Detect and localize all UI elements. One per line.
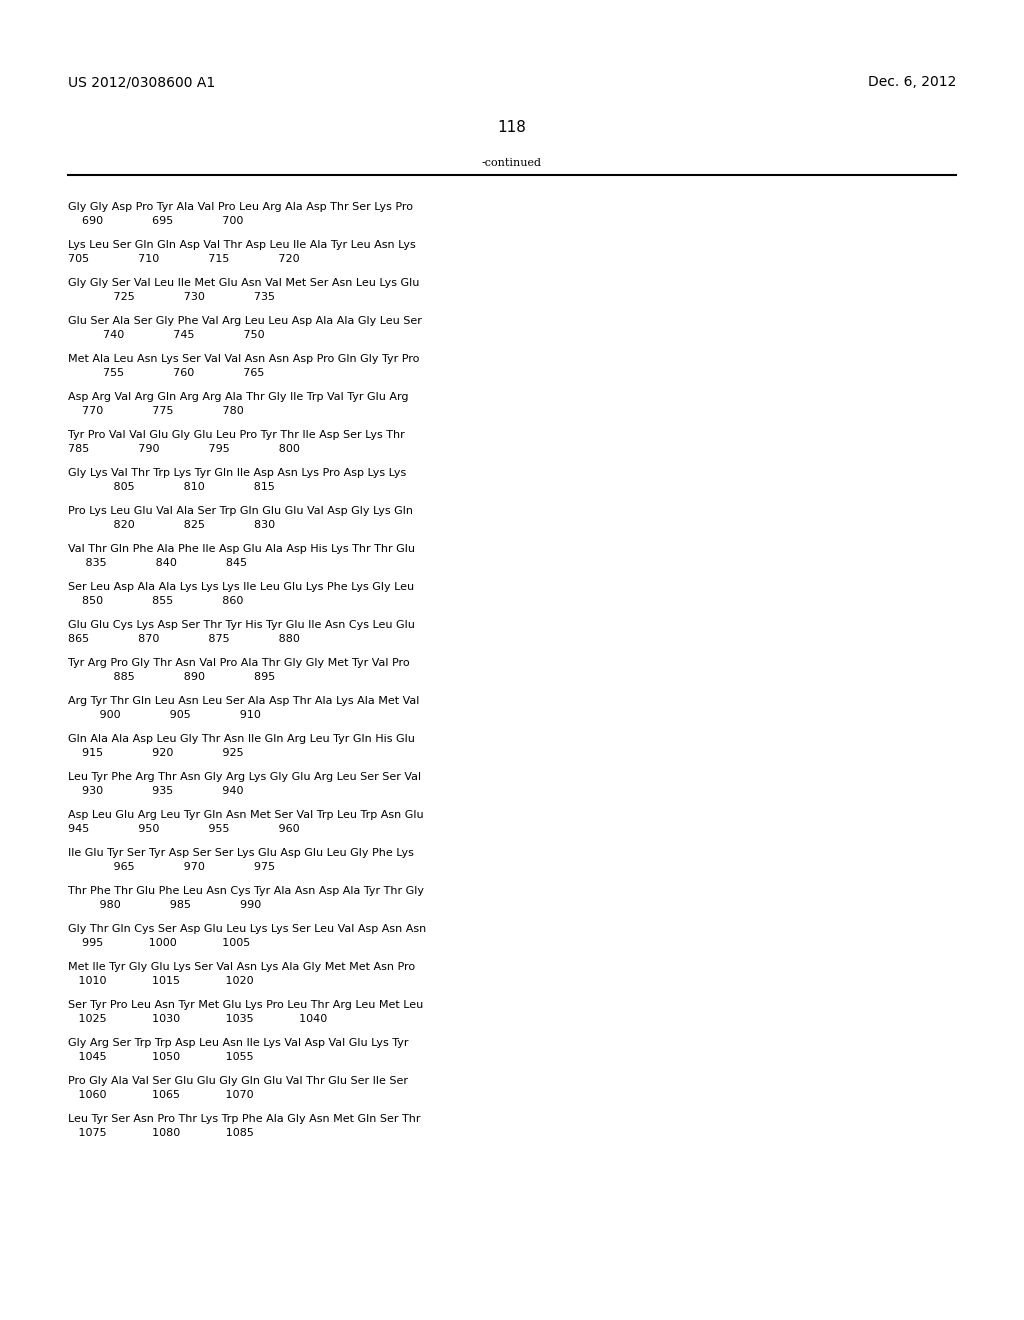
- Text: 118: 118: [498, 120, 526, 135]
- Text: 1060             1065             1070: 1060 1065 1070: [68, 1090, 254, 1100]
- Text: 885              890              895: 885 890 895: [68, 672, 275, 682]
- Text: Gly Gly Asp Pro Tyr Ala Val Pro Leu Arg Ala Asp Thr Ser Lys Pro: Gly Gly Asp Pro Tyr Ala Val Pro Leu Arg …: [68, 202, 413, 213]
- Text: Thr Phe Thr Glu Phe Leu Asn Cys Tyr Ala Asn Asp Ala Tyr Thr Gly: Thr Phe Thr Glu Phe Leu Asn Cys Tyr Ala …: [68, 886, 424, 896]
- Text: Pro Lys Leu Glu Val Ala Ser Trp Gln Glu Glu Val Asp Gly Lys Gln: Pro Lys Leu Glu Val Ala Ser Trp Gln Glu …: [68, 506, 413, 516]
- Text: Glu Ser Ala Ser Gly Phe Val Arg Leu Leu Asp Ala Ala Gly Leu Ser: Glu Ser Ala Ser Gly Phe Val Arg Leu Leu …: [68, 315, 422, 326]
- Text: 945              950              955              960: 945 950 955 960: [68, 824, 300, 834]
- Text: 690              695              700: 690 695 700: [68, 216, 244, 226]
- Text: Leu Tyr Ser Asn Pro Thr Lys Trp Phe Ala Gly Asn Met Gln Ser Thr: Leu Tyr Ser Asn Pro Thr Lys Trp Phe Ala …: [68, 1114, 421, 1125]
- Text: US 2012/0308600 A1: US 2012/0308600 A1: [68, 75, 215, 88]
- Text: 850              855              860: 850 855 860: [68, 597, 244, 606]
- Text: Met Ile Tyr Gly Glu Lys Ser Val Asn Lys Ala Gly Met Met Asn Pro: Met Ile Tyr Gly Glu Lys Ser Val Asn Lys …: [68, 962, 415, 972]
- Text: 995             1000             1005: 995 1000 1005: [68, 939, 250, 948]
- Text: 865              870              875              880: 865 870 875 880: [68, 634, 300, 644]
- Text: Glu Glu Cys Lys Asp Ser Thr Tyr His Tyr Glu Ile Asn Cys Leu Glu: Glu Glu Cys Lys Asp Ser Thr Tyr His Tyr …: [68, 620, 415, 630]
- Text: 705              710              715              720: 705 710 715 720: [68, 253, 300, 264]
- Text: Asp Leu Glu Arg Leu Tyr Gln Asn Met Ser Val Trp Leu Trp Asn Glu: Asp Leu Glu Arg Leu Tyr Gln Asn Met Ser …: [68, 810, 424, 820]
- Text: Leu Tyr Phe Arg Thr Asn Gly Arg Lys Gly Glu Arg Leu Ser Ser Val: Leu Tyr Phe Arg Thr Asn Gly Arg Lys Gly …: [68, 772, 421, 781]
- Text: 1045             1050             1055: 1045 1050 1055: [68, 1052, 254, 1063]
- Text: 740              745              750: 740 745 750: [68, 330, 264, 341]
- Text: 755              760              765: 755 760 765: [68, 368, 264, 378]
- Text: Ser Tyr Pro Leu Asn Tyr Met Glu Lys Pro Leu Thr Arg Leu Met Leu: Ser Tyr Pro Leu Asn Tyr Met Glu Lys Pro …: [68, 1001, 423, 1010]
- Text: Gly Gly Ser Val Leu Ile Met Glu Asn Val Met Ser Asn Leu Lys Glu: Gly Gly Ser Val Leu Ile Met Glu Asn Val …: [68, 279, 420, 288]
- Text: -continued: -continued: [482, 158, 542, 168]
- Text: Val Thr Gln Phe Ala Phe Ile Asp Glu Ala Asp His Lys Thr Thr Glu: Val Thr Gln Phe Ala Phe Ile Asp Glu Ala …: [68, 544, 415, 554]
- Text: Tyr Pro Val Val Glu Gly Glu Leu Pro Tyr Thr Ile Asp Ser Lys Thr: Tyr Pro Val Val Glu Gly Glu Leu Pro Tyr …: [68, 430, 404, 440]
- Text: 725              730              735: 725 730 735: [68, 292, 275, 302]
- Text: 820              825              830: 820 825 830: [68, 520, 275, 531]
- Text: Met Ala Leu Asn Lys Ser Val Val Asn Asn Asp Pro Gln Gly Tyr Pro: Met Ala Leu Asn Lys Ser Val Val Asn Asn …: [68, 354, 420, 364]
- Text: Ile Glu Tyr Ser Tyr Asp Ser Ser Lys Glu Asp Glu Leu Gly Phe Lys: Ile Glu Tyr Ser Tyr Asp Ser Ser Lys Glu …: [68, 847, 414, 858]
- Text: 1075             1080             1085: 1075 1080 1085: [68, 1129, 254, 1138]
- Text: 1010             1015             1020: 1010 1015 1020: [68, 975, 254, 986]
- Text: 770              775              780: 770 775 780: [68, 407, 244, 416]
- Text: 805              810              815: 805 810 815: [68, 482, 274, 492]
- Text: Tyr Arg Pro Gly Thr Asn Val Pro Ala Thr Gly Gly Met Tyr Val Pro: Tyr Arg Pro Gly Thr Asn Val Pro Ala Thr …: [68, 657, 410, 668]
- Text: Dec. 6, 2012: Dec. 6, 2012: [867, 75, 956, 88]
- Text: Ser Leu Asp Ala Ala Lys Lys Lys Ile Leu Glu Lys Phe Lys Gly Leu: Ser Leu Asp Ala Ala Lys Lys Lys Ile Leu …: [68, 582, 414, 591]
- Text: Gly Lys Val Thr Trp Lys Tyr Gln Ile Asp Asn Lys Pro Asp Lys Lys: Gly Lys Val Thr Trp Lys Tyr Gln Ile Asp …: [68, 469, 407, 478]
- Text: Lys Leu Ser Gln Gln Asp Val Thr Asp Leu Ile Ala Tyr Leu Asn Lys: Lys Leu Ser Gln Gln Asp Val Thr Asp Leu …: [68, 240, 416, 249]
- Text: 930              935              940: 930 935 940: [68, 785, 244, 796]
- Text: 965              970              975: 965 970 975: [68, 862, 275, 873]
- Text: Gly Thr Gln Cys Ser Asp Glu Leu Lys Lys Ser Leu Val Asp Asn Asn: Gly Thr Gln Cys Ser Asp Glu Leu Lys Lys …: [68, 924, 426, 935]
- Text: 835              840              845: 835 840 845: [68, 558, 247, 568]
- Text: 980              985              990: 980 985 990: [68, 900, 261, 909]
- Text: 900              905              910: 900 905 910: [68, 710, 261, 719]
- Text: 915              920              925: 915 920 925: [68, 748, 244, 758]
- Text: Arg Tyr Thr Gln Leu Asn Leu Ser Ala Asp Thr Ala Lys Ala Met Val: Arg Tyr Thr Gln Leu Asn Leu Ser Ala Asp …: [68, 696, 420, 706]
- Text: Asp Arg Val Arg Gln Arg Arg Ala Thr Gly Ile Trp Val Tyr Glu Arg: Asp Arg Val Arg Gln Arg Arg Ala Thr Gly …: [68, 392, 409, 403]
- Text: Gln Ala Ala Asp Leu Gly Thr Asn Ile Gln Arg Leu Tyr Gln His Glu: Gln Ala Ala Asp Leu Gly Thr Asn Ile Gln …: [68, 734, 415, 744]
- Text: 785              790              795              800: 785 790 795 800: [68, 444, 300, 454]
- Text: 1025             1030             1035             1040: 1025 1030 1035 1040: [68, 1014, 328, 1024]
- Text: Pro Gly Ala Val Ser Glu Glu Gly Gln Glu Val Thr Glu Ser Ile Ser: Pro Gly Ala Val Ser Glu Glu Gly Gln Glu …: [68, 1076, 408, 1086]
- Text: Gly Arg Ser Trp Trp Asp Leu Asn Ile Lys Val Asp Val Glu Lys Tyr: Gly Arg Ser Trp Trp Asp Leu Asn Ile Lys …: [68, 1038, 409, 1048]
